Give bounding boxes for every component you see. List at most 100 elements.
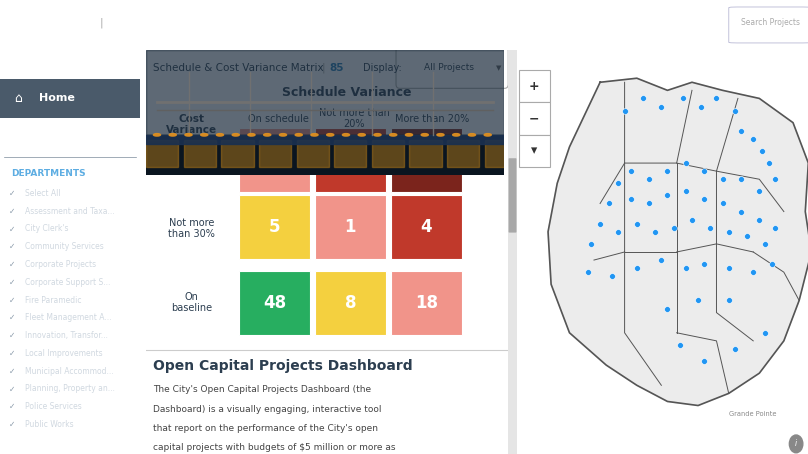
Text: ✓: ✓ (8, 242, 15, 251)
FancyBboxPatch shape (314, 128, 386, 192)
Text: Planning, Property an...: Planning, Property an... (25, 385, 115, 394)
Bar (485, 140, 517, 168)
Text: Display:: Display: (364, 63, 402, 73)
Text: +: + (529, 80, 540, 93)
Text: Assessment and Taxa...: Assessment and Taxa... (25, 207, 115, 216)
Text: i: i (795, 439, 797, 449)
Text: ⬛: ⬛ (11, 129, 15, 136)
Text: Schedule Variance: Schedule Variance (283, 86, 412, 99)
Text: ⌂: ⌂ (14, 92, 22, 105)
Text: ▼: ▼ (496, 65, 502, 71)
Circle shape (200, 133, 208, 136)
Circle shape (263, 133, 271, 136)
Text: Help Manual: Help Manual (562, 18, 625, 27)
Text: How To Video: How To Video (634, 18, 702, 27)
Text: Winnipeg: Winnipeg (34, 18, 79, 27)
Circle shape (452, 133, 460, 136)
Text: ✓: ✓ (8, 296, 15, 305)
Text: Grande Pointe: Grande Pointe (729, 410, 776, 417)
Text: Schedule & Cost Variance Matrix: Schedule & Cost Variance Matrix (154, 63, 324, 73)
Text: More than
30%: More than 30% (166, 153, 217, 175)
Text: 5: 5 (268, 218, 280, 237)
Circle shape (295, 133, 302, 136)
Circle shape (248, 133, 255, 136)
Text: Dashboard) is a visually engaging, interactive tool: Dashboard) is a visually engaging, inter… (154, 405, 382, 414)
Bar (146, 140, 179, 168)
Text: Select All: Select All (25, 189, 61, 198)
FancyBboxPatch shape (508, 158, 516, 232)
Bar (297, 140, 329, 168)
Circle shape (326, 133, 334, 136)
Ellipse shape (6, 9, 26, 36)
Circle shape (169, 133, 176, 136)
Text: Open Capital Projects Dashboard: Open Capital Projects Dashboard (109, 18, 278, 27)
Text: ✓: ✓ (8, 402, 15, 411)
Text: Municipal Accommod...: Municipal Accommod... (25, 367, 114, 375)
Polygon shape (548, 78, 808, 405)
Text: ✓: ✓ (8, 420, 15, 429)
FancyBboxPatch shape (238, 271, 310, 335)
Text: 85: 85 (329, 63, 343, 73)
Text: capital projects with budgets of $5 million or more as: capital projects with budgets of $5 mill… (154, 444, 396, 453)
Circle shape (280, 133, 287, 136)
Text: ✓: ✓ (8, 331, 15, 340)
Text: −: − (529, 112, 540, 125)
Text: Cost
Variance: Cost Variance (166, 114, 217, 135)
FancyBboxPatch shape (238, 195, 310, 259)
Bar (372, 140, 404, 168)
FancyBboxPatch shape (0, 79, 140, 118)
Text: Home: Home (39, 94, 75, 104)
Text: Search Projects: Search Projects (740, 18, 800, 27)
Text: More than 20%: More than 20% (395, 114, 469, 123)
FancyBboxPatch shape (390, 271, 462, 335)
Text: ✓: ✓ (8, 207, 15, 216)
Text: Open Data: Open Data (412, 18, 466, 27)
FancyBboxPatch shape (519, 135, 549, 167)
Circle shape (154, 133, 161, 136)
Text: On schedule: On schedule (248, 114, 309, 123)
FancyBboxPatch shape (390, 128, 462, 192)
Circle shape (374, 133, 381, 136)
Text: All Projects: All Projects (423, 63, 473, 72)
Text: ✓: ✓ (8, 385, 15, 394)
Text: 0: 0 (345, 151, 356, 169)
Circle shape (311, 133, 318, 136)
Circle shape (469, 133, 476, 136)
Circle shape (484, 133, 491, 136)
FancyBboxPatch shape (729, 7, 808, 43)
Bar (447, 140, 479, 168)
Text: 0: 0 (421, 151, 432, 169)
Circle shape (389, 133, 397, 136)
FancyBboxPatch shape (238, 128, 310, 192)
Circle shape (437, 133, 444, 136)
FancyBboxPatch shape (519, 70, 549, 103)
Text: Not more
than 30%: Not more than 30% (168, 218, 215, 239)
Text: Local Improvements: Local Improvements (25, 349, 103, 358)
Text: Community Services: Community Services (25, 242, 104, 251)
Text: ✓: ✓ (8, 224, 15, 233)
FancyBboxPatch shape (508, 50, 517, 454)
Bar (259, 140, 291, 168)
FancyBboxPatch shape (314, 195, 386, 259)
Text: 8: 8 (345, 294, 356, 312)
Text: Public Works: Public Works (25, 420, 74, 429)
Text: Fleet Management A...: Fleet Management A... (25, 313, 112, 322)
Text: 1: 1 (345, 218, 356, 237)
Text: Innovation, Transfor...: Innovation, Transfor... (25, 331, 108, 340)
Text: |: | (99, 17, 103, 28)
Bar (410, 140, 441, 168)
Text: Open Budget: Open Budget (485, 18, 551, 27)
Text: City Clerk's: City Clerk's (25, 224, 69, 233)
Text: 48: 48 (263, 294, 286, 312)
Bar (221, 140, 254, 168)
FancyBboxPatch shape (390, 195, 462, 259)
Bar (335, 140, 366, 168)
Bar (146, 135, 504, 143)
Text: 🐦: 🐦 (722, 18, 726, 27)
Circle shape (421, 133, 428, 136)
Text: DEPARTMENTS: DEPARTMENTS (11, 169, 86, 178)
Bar (184, 140, 216, 168)
Text: ✓: ✓ (8, 189, 15, 198)
Text: Police Services: Police Services (25, 402, 82, 411)
Text: ✓: ✓ (8, 278, 15, 287)
